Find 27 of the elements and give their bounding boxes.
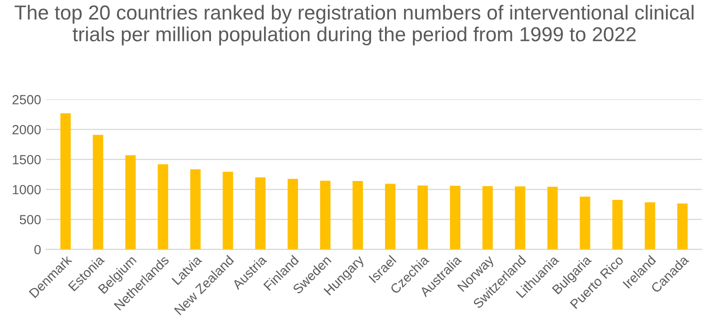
bar <box>255 177 266 250</box>
bar <box>60 113 71 250</box>
bar <box>158 164 168 250</box>
y-tick-label: 0 <box>34 244 41 254</box>
y-tick-label: 2000 <box>12 124 41 134</box>
bar <box>92 134 104 250</box>
bar <box>418 186 428 250</box>
bar <box>514 186 526 250</box>
bar <box>320 180 330 250</box>
bar <box>288 178 298 250</box>
y-tick-label: 2500 <box>12 94 41 104</box>
bar <box>385 184 396 250</box>
y-tick-label: 500 <box>20 214 41 224</box>
bar <box>547 186 558 250</box>
bar <box>580 196 590 250</box>
bar <box>482 186 493 250</box>
bar <box>190 169 201 250</box>
chart-title: The top 20 countries ranked by registration numbers of interventional clinical trials per million population during the period from 1999 to 2022 <box>14 4 694 46</box>
bar <box>612 200 623 250</box>
bar <box>450 186 460 250</box>
y-tick-label: 1000 <box>12 184 41 194</box>
bar <box>125 155 136 250</box>
y-tick-label: 1500 <box>12 154 41 164</box>
bar <box>352 181 363 250</box>
bar <box>222 172 234 250</box>
bar <box>644 202 656 250</box>
bar <box>677 204 688 250</box>
